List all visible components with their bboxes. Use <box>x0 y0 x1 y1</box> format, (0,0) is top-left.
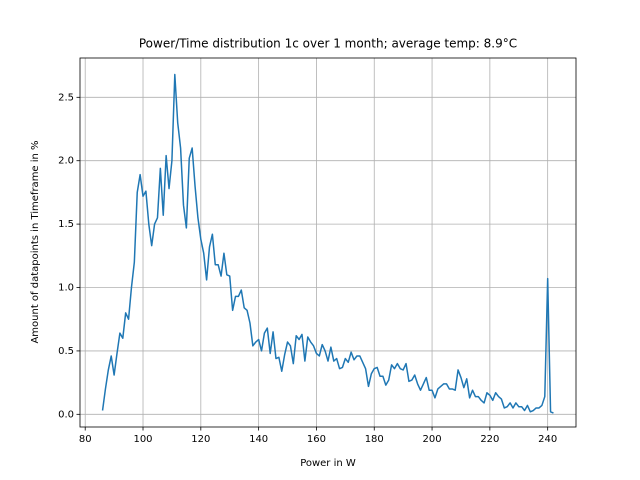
x-tick-label: 120 <box>191 434 210 445</box>
y-tick-label: 1.5 <box>58 219 74 230</box>
x-tick-label: 80 <box>79 434 92 445</box>
y-axis-label: Amount of datapoints in Timeframe in % <box>30 140 41 343</box>
y-tick-label: 0.5 <box>58 346 74 357</box>
x-tick-label: 140 <box>249 434 268 445</box>
x-tick-label: 200 <box>423 434 442 445</box>
chart-title: Power/Time distribution 1c over 1 month;… <box>139 37 517 51</box>
x-tick-label: 160 <box>307 434 326 445</box>
x-tick-label: 240 <box>538 434 557 445</box>
y-tick-label: 2.0 <box>58 156 74 167</box>
x-tick-label: 100 <box>133 434 152 445</box>
x-tick-label: 180 <box>365 434 384 445</box>
y-tick-label: 1.0 <box>58 283 74 294</box>
x-tick-label: 220 <box>480 434 499 445</box>
y-tick-label: 2.5 <box>58 92 74 103</box>
y-tick-label: 0.0 <box>58 409 74 420</box>
x-axis-label: Power in W <box>300 458 356 469</box>
plot-frame <box>79 57 577 428</box>
line-series <box>101 73 554 414</box>
